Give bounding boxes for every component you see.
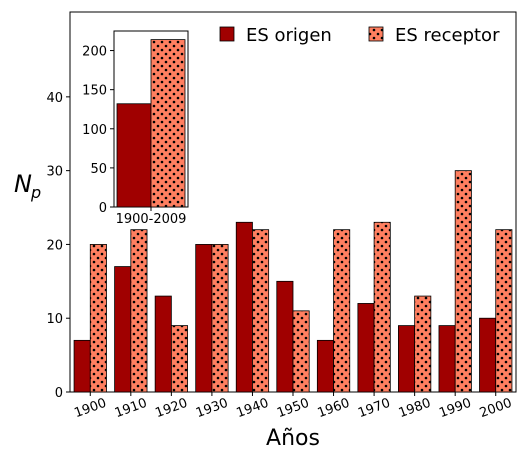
bar-es-origen-1980 xyxy=(398,325,416,393)
inset-y-tick-label: 100 xyxy=(82,123,107,138)
bar-es-receptor-2000 xyxy=(495,229,513,393)
x-tick-label: 2000 xyxy=(478,396,514,421)
x-tick-label: 1940 xyxy=(235,396,271,421)
bar-es-origen-1940 xyxy=(235,221,253,393)
inset-bar-es-receptor xyxy=(150,39,186,208)
bar-es-origen-1990 xyxy=(438,325,456,393)
x-tick-label: 1910 xyxy=(113,396,149,421)
inset-y-tick-label: 150 xyxy=(82,84,107,99)
bar-es-origen-1930 xyxy=(195,244,213,393)
y-axis-label: N xyxy=(14,170,32,198)
x-tick-label: 1980 xyxy=(397,396,433,421)
inset-y-tick-label: 200 xyxy=(82,45,107,60)
bar-es-origen-1950 xyxy=(276,280,294,393)
y-tick-label: 20 xyxy=(46,238,63,253)
bar-es-receptor-1970 xyxy=(373,221,391,393)
y-tick-label: 40 xyxy=(46,91,63,106)
legend-swatch-es-origen xyxy=(219,26,235,42)
y-tick-label: 0 xyxy=(55,386,63,401)
bar-es-origen-1910 xyxy=(114,266,132,393)
bar-es-origen-1900 xyxy=(73,339,91,393)
inset-y-tick-label: 50 xyxy=(90,162,107,177)
inset-y-tick-label: 0 xyxy=(99,201,107,216)
x-tick-label: 1900 xyxy=(72,396,108,421)
x-tick-label: 1950 xyxy=(275,396,311,421)
y-tick-label: 10 xyxy=(46,312,63,327)
bar-es-receptor-1990 xyxy=(454,170,472,393)
bar-es-origen-1920 xyxy=(154,295,172,393)
y-tick-label: 30 xyxy=(46,165,63,180)
x-tick-label: 1960 xyxy=(316,396,352,421)
x-tick-label: 1920 xyxy=(153,396,189,421)
x-axis-label: Años xyxy=(266,426,320,451)
legend-swatch-es-receptor xyxy=(368,26,384,42)
bar-es-origen-2000 xyxy=(479,317,497,393)
inset-bar-es-origen xyxy=(116,103,152,208)
inset-x-tick-label: 1900-2009 xyxy=(116,212,187,227)
x-tick-label: 1990 xyxy=(437,396,473,421)
bar-es-receptor-1940 xyxy=(252,229,270,393)
legend-label-es-receptor: ES receptor xyxy=(395,25,500,46)
legend-label-es-origen: ES origen xyxy=(246,25,332,46)
bar-es-receptor-1930 xyxy=(211,244,229,393)
bar-es-origen-1960 xyxy=(316,339,334,393)
bar-es-receptor-1920 xyxy=(170,325,188,393)
x-tick-label: 1970 xyxy=(356,396,392,421)
bar-es-origen-1970 xyxy=(357,303,375,393)
legend: ES origen ES receptor xyxy=(219,25,500,46)
bar-es-receptor-1960 xyxy=(333,229,351,393)
bar-es-receptor-1900 xyxy=(89,244,107,393)
y-axis-label-subscript: p xyxy=(30,183,41,202)
bar-es-receptor-1980 xyxy=(414,295,432,393)
bar-es-receptor-1910 xyxy=(130,229,148,393)
x-tick-label: 1930 xyxy=(194,396,230,421)
bar-es-receptor-1950 xyxy=(292,310,310,393)
